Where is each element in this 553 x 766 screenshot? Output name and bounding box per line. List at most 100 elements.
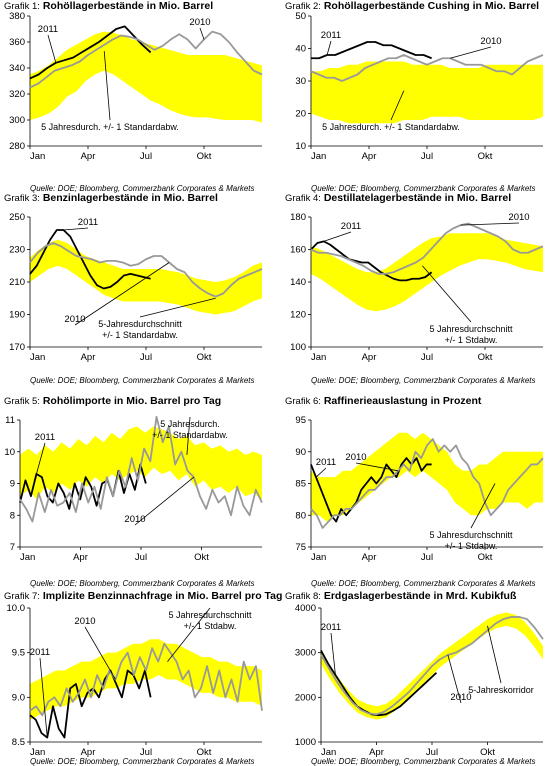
source-note: Quelle: DOE; Bloomberg, Commerzbank Corp…: [30, 579, 255, 588]
band-label: 5 Jahresdurch. +/- 1 Standardabw.: [41, 122, 179, 132]
x-tick-label: Okt: [197, 747, 212, 758]
y-tick-label: 80: [295, 510, 306, 521]
x-tick-label: Okt: [197, 151, 212, 162]
series-label: 2010: [508, 212, 529, 223]
chart-panel-4: Grafik 4: Destillatelagerbestände in Mio…: [281, 192, 553, 385]
chart-title: Grafik 1: Rohöllagerbestände in Mio. Bar…: [4, 0, 214, 12]
y-tick-label: 380: [9, 11, 25, 22]
x-tick-label: Jul: [135, 552, 147, 563]
chart-title: Grafik 8: Erdgaslagerbestände in Mrd. Ku…: [285, 590, 517, 602]
chart-svg: 100 120 140 160 180 Jan Apr Jul Okt 2011 2010 5 Jah…: [290, 212, 544, 363]
y-tick-label: 210: [9, 277, 25, 288]
band-label: 5-Jahresdurchschnitt: [98, 319, 182, 329]
series-label: 2011: [30, 647, 50, 658]
series-line-2011: [29, 229, 151, 290]
y-tick-label: 300: [9, 115, 25, 126]
y-tick-label: 4000: [295, 603, 316, 614]
chart-panel-3: Grafik 3: Benzinlagerbestände in Mio. Ba…: [0, 192, 272, 385]
band-area: [311, 233, 543, 312]
y-tick-label: 280: [9, 141, 25, 152]
y-tick-label: 320: [9, 89, 25, 100]
band-label: +/- 1 Standardabw.: [102, 330, 178, 340]
series-line-2011: [29, 25, 152, 80]
source-note: Quelle: DOE; Bloomberg, Commerzbank Corp…: [311, 184, 536, 193]
y-tick-label: 10.0: [7, 603, 26, 614]
annotation-arrow: [199, 27, 205, 40]
y-tick-label: 9.0: [12, 692, 25, 703]
annotation-arrow: [167, 607, 211, 662]
chart-svg: 280 300 320 340 360 380 Jan Apr Jul Okt 2011 2010 5 …: [9, 11, 263, 162]
y-tick-label: 340: [9, 63, 25, 74]
chart-svg: 10 20 30 40 50 Jan Apr Jul Okt 2011 2010 5 Jahresdu…: [295, 11, 544, 162]
series-label: 2011: [38, 24, 58, 35]
source-note: Quelle: DOE; Bloomberg, Commerzbank Corp…: [311, 376, 536, 385]
series-label: 2010: [345, 452, 366, 463]
chart-svg: 170 190 210 230 250 Jan Apr Jul Okt 2011 2010 5-Jah…: [9, 212, 263, 363]
series-label: 2010: [64, 314, 85, 325]
series-label: 2010: [189, 17, 210, 28]
chart-svg: 1000 2000 3000 4000 Jan Apr Jul Okt 2011 20105-Ja…: [295, 603, 544, 758]
annotation-arrow: [355, 462, 399, 472]
chart-title: Grafik 5: Rohölimporte in Mio. Barrel pr…: [4, 395, 222, 407]
annotation-arrow: [390, 90, 405, 121]
series-line-2010: [29, 30, 263, 89]
y-tick-label: 230: [9, 245, 25, 256]
annotation-arrow: [63, 227, 89, 231]
x-tick-label: Jul: [140, 352, 152, 363]
source-note: Quelle: DOE; Bloomberg, Commerzbank Corp…: [311, 757, 536, 766]
y-tick-label: 85: [295, 479, 306, 490]
source-note: Quelle: DOE; Bloomberg, Commerzbank Corp…: [311, 579, 536, 588]
x-tick-label: Jul: [140, 747, 152, 758]
chart-panel-2: Grafik 2: Rohöllagerbestände Cushing in …: [281, 0, 553, 193]
band-label: 5-Jahreskorridor: [468, 685, 534, 695]
band-label: 5 Jahresdurchschnitt: [429, 324, 513, 334]
x-tick-label: Apr: [81, 352, 96, 363]
series-label: 2010: [450, 692, 471, 703]
y-tick-label: 360: [9, 37, 25, 48]
band-label: +/- 1 Stdabw.: [445, 541, 498, 551]
x-tick-label: Jul: [421, 552, 433, 563]
chart-title: Grafik 2: Rohöllagerbestände Cushing in …: [285, 0, 540, 12]
band-label: 5 Jahresdurch.: [160, 419, 220, 429]
band-label: 5 Jahresdurchschnitt: [168, 610, 252, 620]
x-tick-label: Okt: [480, 747, 495, 758]
x-tick-label: Okt: [197, 352, 212, 363]
y-tick-label: 2000: [295, 692, 316, 703]
annotation-arrow: [323, 231, 352, 242]
x-tick-label: Okt: [478, 151, 493, 162]
chart-panel-8: Grafik 8: Erdgaslagerbestände in Mrd. Ku…: [281, 590, 553, 766]
series-label: 2011: [321, 622, 341, 633]
chart-panel-5: Grafik 5: Rohölimporte in Mio. Barrel pr…: [0, 395, 272, 588]
x-tick-label: Jul: [421, 151, 433, 162]
source-note: Quelle: DOE; Bloomberg, Commerzbank Corp…: [30, 757, 255, 766]
annotation-arrow: [36, 442, 46, 475]
y-tick-label: 8.5: [12, 737, 25, 748]
chart-title: Grafik 7: Implizite Benzinnachfrage in M…: [4, 590, 283, 602]
x-tick-label: Apr: [362, 352, 377, 363]
series-line-2010: [310, 438, 544, 529]
x-tick-label: Jan: [321, 747, 336, 758]
y-tick-label: 190: [9, 310, 25, 321]
y-tick-label: 120: [290, 310, 306, 321]
annotation-arrow: [134, 476, 194, 526]
band-area: [311, 432, 543, 522]
x-tick-label: Apr: [81, 747, 96, 758]
series-label: 2010: [480, 36, 501, 47]
y-tick-label: 10: [4, 447, 15, 458]
series-line-2010: [29, 642, 263, 717]
y-tick-label: 160: [290, 245, 306, 256]
band-label: +/- 1 Stdabw.: [445, 335, 498, 345]
chart-panel-1: Grafik 1: Rohöllagerbestände in Mio. Bar…: [0, 0, 272, 193]
y-tick-label: 10: [295, 141, 306, 152]
series-label: 2010: [74, 616, 95, 627]
x-tick-label: Apr: [81, 151, 96, 162]
band-label: +/- 1 Standardabw.: [152, 430, 228, 440]
annotation-arrow: [84, 626, 116, 680]
band-label: 5 Jahresdurchschnitt: [429, 530, 513, 540]
x-tick-label: Apr: [362, 151, 377, 162]
x-tick-label: Okt: [478, 352, 493, 363]
y-tick-label: 9: [10, 479, 15, 490]
series-line-2010: [29, 242, 263, 298]
y-tick-label: 1000: [295, 737, 316, 748]
series-label: 2011: [316, 457, 336, 468]
